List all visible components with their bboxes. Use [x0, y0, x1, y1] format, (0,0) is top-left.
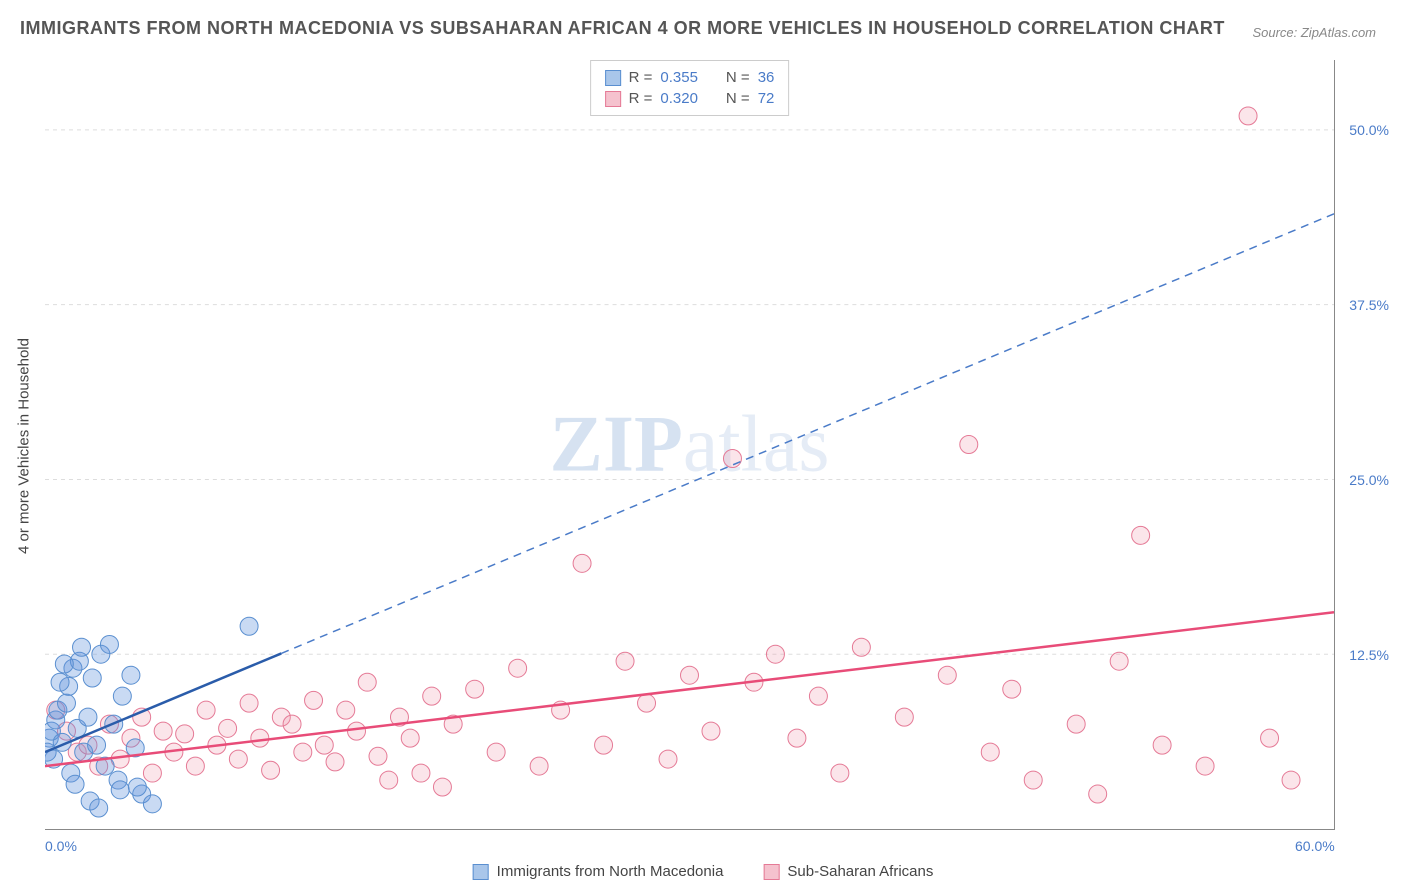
swatch-pink — [605, 91, 621, 107]
plot-area: ZIPatlas R = 0.355 N = 36 R = 0.320 N — [45, 60, 1335, 830]
y-tick-label: 12.5% — [1349, 647, 1389, 663]
plot-svg — [45, 60, 1334, 829]
y-axis-label: 4 or more Vehicles in Household — [16, 338, 33, 554]
x-tick-label: 0.0% — [45, 838, 77, 854]
n-value-blue: 36 — [758, 69, 775, 86]
legend-item-blue: Immigrants from North Macedonia — [473, 863, 724, 880]
r-value-blue: 0.355 — [660, 69, 698, 86]
y-tick-label: 37.5% — [1349, 297, 1389, 313]
chart-title: IMMIGRANTS FROM NORTH MACEDONIA VS SUBSA… — [20, 18, 1225, 39]
n-value-pink: 72 — [758, 90, 775, 107]
stats-row-blue: R = 0.355 N = 36 — [605, 67, 775, 88]
swatch-blue — [605, 70, 621, 86]
r-value-pink: 0.320 — [660, 90, 698, 107]
legend-swatch-blue — [473, 864, 489, 880]
bottom-legend: Immigrants from North Macedonia Sub-Saha… — [473, 863, 934, 880]
y-tick-label: 25.0% — [1349, 472, 1389, 488]
legend-label-blue: Immigrants from North Macedonia — [497, 863, 724, 880]
n-label: N = — [726, 69, 750, 86]
stats-legend-box: R = 0.355 N = 36 R = 0.320 N = 72 — [590, 60, 790, 116]
legend-item-pink: Sub-Saharan Africans — [763, 863, 933, 880]
legend-swatch-pink — [763, 864, 779, 880]
source-label: Source: ZipAtlas.com — [1252, 25, 1376, 40]
chart-container: IMMIGRANTS FROM NORTH MACEDONIA VS SUBSA… — [0, 0, 1406, 892]
r-label: R = — [629, 69, 653, 86]
r-label-2: R = — [629, 90, 653, 107]
x-tick-label: 60.0% — [1295, 838, 1335, 854]
legend-label-pink: Sub-Saharan Africans — [787, 863, 933, 880]
n-label-2: N = — [726, 90, 750, 107]
y-tick-label: 50.0% — [1349, 122, 1389, 138]
stats-row-pink: R = 0.320 N = 72 — [605, 88, 775, 109]
